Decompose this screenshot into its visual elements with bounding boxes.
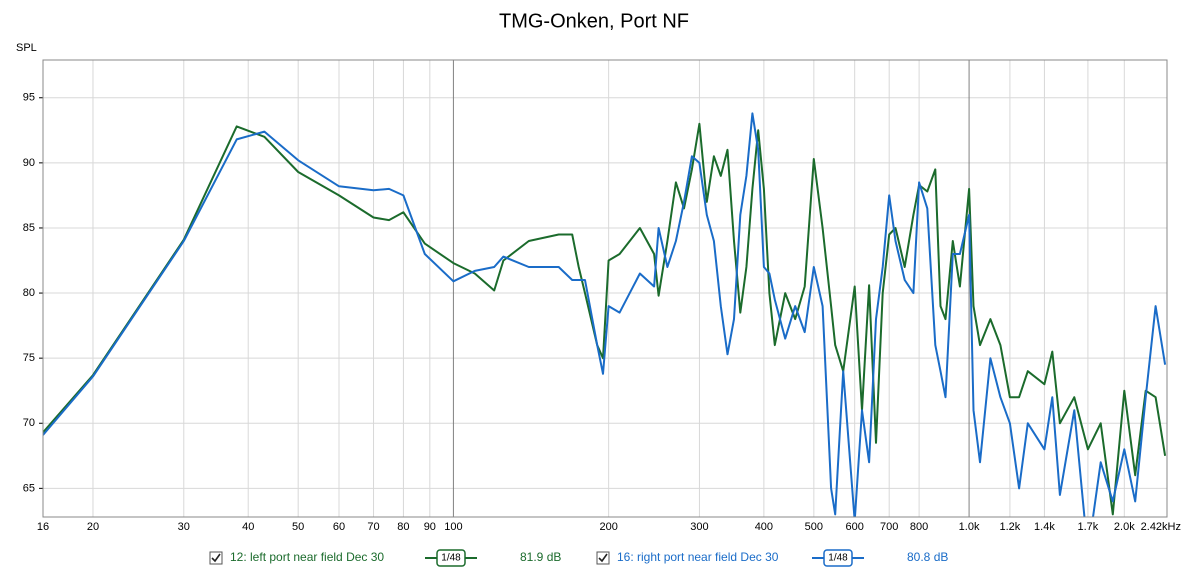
legend-checkbox[interactable] — [596, 551, 610, 565]
x-tick-label: 400 — [755, 521, 773, 533]
plot-area — [42, 59, 1168, 518]
x-tick-label: 70 — [367, 521, 379, 533]
chart-title: TMG-Onken, Port NF — [499, 10, 689, 32]
y-tick-label: 75 — [23, 352, 35, 364]
y-axis-label: SPL — [16, 42, 37, 54]
smoothing-box[interactable] — [823, 549, 853, 567]
x-tick-label: 1.4k — [1034, 521, 1055, 533]
plot-area — [42, 59, 1168, 518]
x-tick-label: 80 — [397, 521, 409, 533]
x-tick-label: 40 — [242, 521, 254, 533]
x-tick-label: 60 — [333, 521, 345, 533]
x-tick-label: 800 — [910, 521, 928, 533]
x-tick-label: 1.0k — [959, 521, 980, 533]
y-tick-label: 80 — [23, 287, 35, 299]
y-tick-label: 65 — [23, 482, 35, 494]
x-tick-label: 50 — [292, 521, 304, 533]
legend-label: 12: left port near field Dec 30 — [230, 550, 384, 564]
x-tick-label: 30 — [178, 521, 190, 533]
y-tick-label: 95 — [23, 92, 35, 104]
x-tick-label: 1.2k — [1000, 521, 1021, 533]
legend: 12: left port near field Dec 30 1/48 81.9 … — [209, 549, 948, 567]
checkmark — [598, 553, 608, 563]
x-tick-label: 600 — [845, 521, 863, 533]
legend-level: 80.8 dB — [907, 550, 948, 564]
legend-checkbox[interactable] — [209, 551, 223, 565]
series-line — [43, 112, 1167, 517]
x-tick-label: 20 — [87, 521, 99, 533]
y-tick-label: 85 — [23, 222, 35, 234]
x-tick-label: 300 — [690, 521, 708, 533]
legend-label: 16: right port near field Dec 30 — [617, 550, 779, 564]
legend-level: 81.9 dB — [520, 550, 561, 564]
x-tick-label: 500 — [805, 521, 823, 533]
x-tick-label: 90 — [424, 521, 436, 533]
x-tick-label: 200 — [599, 521, 617, 533]
x-tick-label: 16 — [37, 521, 49, 533]
x-tick-label: 700 — [880, 521, 898, 533]
y-tick-label: 70 — [23, 417, 35, 429]
smoothing-label: 1/48 — [441, 553, 461, 564]
checkmark — [211, 553, 221, 563]
x-tick-label: 2.42kHz — [1141, 521, 1181, 533]
x-tick-label: 2.0k — [1114, 521, 1135, 533]
smoothing-label: 1/48 — [828, 553, 848, 564]
y-tick-label: 90 — [23, 157, 35, 169]
smoothing-box[interactable] — [436, 549, 466, 567]
x-tick-label: 1.7k — [1078, 521, 1099, 533]
x-tick-label: 100 — [444, 521, 462, 533]
